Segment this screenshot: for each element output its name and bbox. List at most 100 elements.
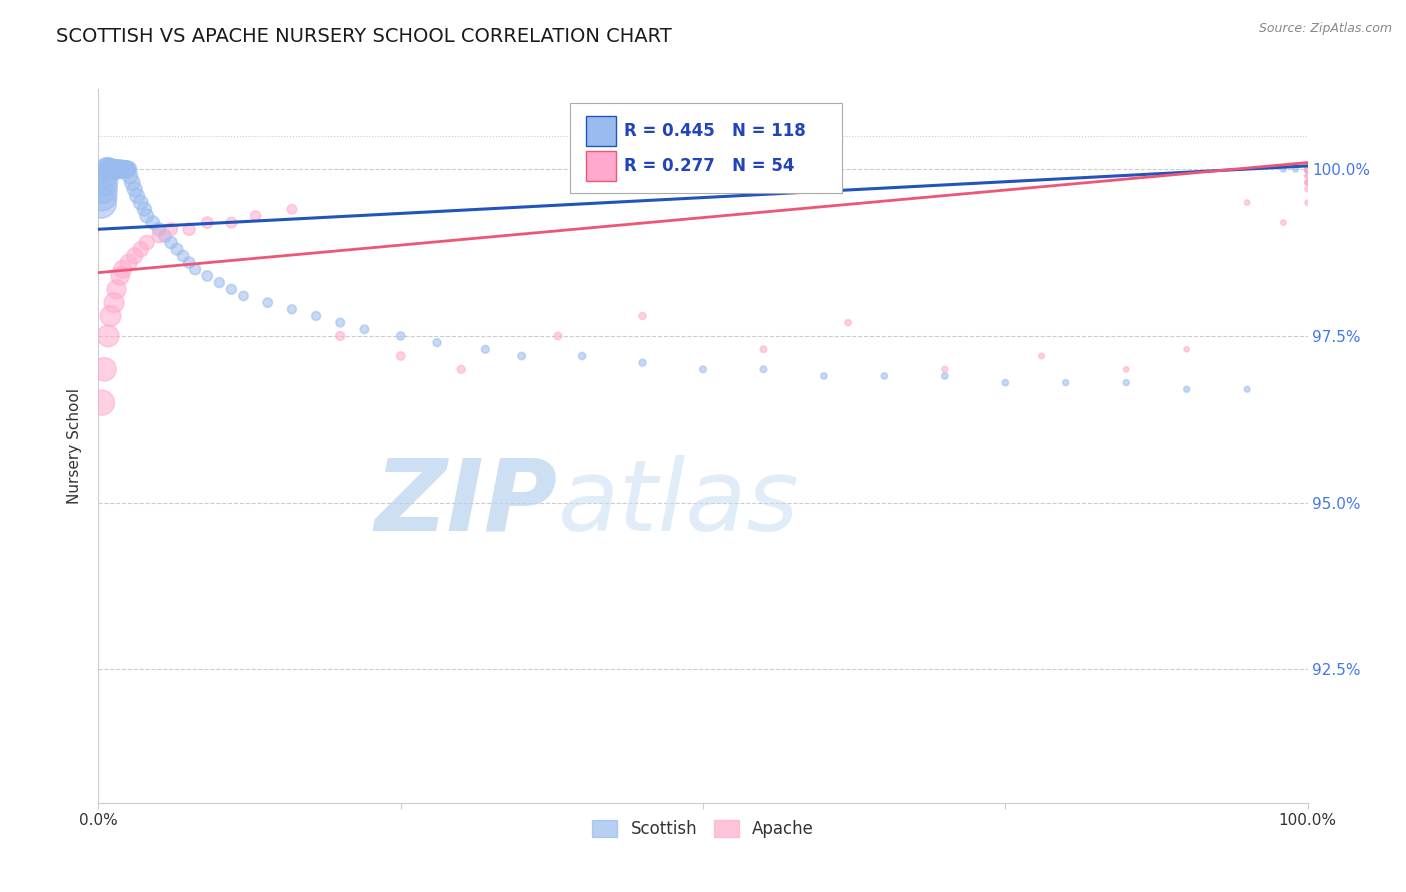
Point (426, 335, 449, 350)
Point (1296, 162, 1319, 177)
Point (1296, 162, 1319, 177)
Point (118, 169, 141, 183)
Point (752, 362, 775, 376)
Point (281, 302, 304, 317)
Point (813, 368, 835, 383)
Point (101, 162, 124, 177)
Point (837, 316, 859, 330)
Point (281, 202, 304, 217)
Point (1115, 362, 1137, 376)
Point (1296, 162, 1319, 177)
Point (1296, 169, 1319, 183)
Point (115, 162, 138, 177)
Point (135, 235, 157, 250)
Point (547, 329, 569, 343)
Point (1296, 162, 1319, 177)
Point (1296, 162, 1319, 177)
Point (148, 222, 170, 236)
Point (1296, 162, 1319, 177)
Point (96, 162, 118, 177)
Point (1296, 162, 1319, 177)
Point (184, 262, 207, 277)
Point (1296, 162, 1319, 177)
Point (127, 189, 149, 203)
Point (1296, 162, 1319, 177)
Point (631, 356, 654, 370)
Point (118, 162, 141, 177)
Text: SCOTTISH VS APACHE NURSERY SCHOOL CORRELATION CHART: SCOTTISH VS APACHE NURSERY SCHOOL CORREL… (56, 27, 672, 45)
Point (1236, 382, 1258, 396)
Point (1296, 182, 1319, 196)
Text: R = 0.277   N = 54: R = 0.277 N = 54 (624, 157, 794, 175)
Point (1296, 162, 1319, 177)
Point (118, 255, 141, 269)
Point (100, 162, 122, 177)
Point (107, 162, 129, 177)
Point (1296, 162, 1319, 177)
Point (692, 362, 714, 376)
Point (1296, 162, 1319, 177)
Point (1296, 162, 1319, 177)
Point (221, 216, 243, 230)
Point (1296, 162, 1319, 177)
Point (1296, 162, 1319, 177)
Point (97, 329, 120, 343)
Point (1296, 162, 1319, 177)
Point (1296, 162, 1319, 177)
Legend: Scottish, Apache: Scottish, Apache (585, 813, 821, 845)
Point (124, 182, 146, 196)
Point (124, 249, 146, 263)
Point (1296, 162, 1319, 177)
Point (195, 216, 218, 230)
Point (1296, 162, 1319, 177)
Point (98, 162, 121, 177)
Point (1296, 162, 1319, 177)
Point (129, 242, 152, 256)
Point (1296, 162, 1319, 177)
Point (1296, 162, 1319, 177)
Point (1296, 162, 1319, 177)
Point (129, 195, 152, 210)
Text: R = 0.445   N = 118: R = 0.445 N = 118 (624, 122, 806, 140)
Point (510, 349, 533, 363)
Point (1296, 162, 1319, 177)
Point (160, 222, 183, 236)
FancyBboxPatch shape (586, 116, 616, 146)
Point (1296, 162, 1319, 177)
Point (1296, 162, 1319, 177)
Point (1296, 162, 1319, 177)
Point (1296, 162, 1319, 177)
Point (1296, 176, 1319, 190)
Point (1272, 216, 1295, 230)
Point (1284, 162, 1306, 177)
Point (111, 262, 134, 277)
Point (108, 162, 131, 177)
Point (1296, 162, 1319, 177)
Point (934, 362, 956, 376)
Point (1175, 343, 1198, 357)
Point (389, 329, 412, 343)
Point (108, 162, 131, 177)
Point (114, 162, 136, 177)
Point (90, 195, 112, 210)
Point (100, 162, 122, 177)
Point (134, 202, 156, 217)
Point (111, 162, 134, 177)
Point (1296, 195, 1319, 210)
Point (1296, 169, 1319, 183)
Point (117, 162, 139, 177)
Point (389, 349, 412, 363)
Point (179, 222, 201, 236)
Point (245, 209, 267, 223)
Point (1296, 162, 1319, 177)
Point (195, 268, 218, 283)
Point (93, 362, 115, 376)
Point (1296, 162, 1319, 177)
Point (1296, 162, 1319, 177)
Point (1296, 162, 1319, 177)
Point (353, 322, 375, 336)
Point (1296, 162, 1319, 177)
Point (934, 368, 956, 383)
Point (1296, 162, 1319, 177)
Point (91, 395, 114, 409)
